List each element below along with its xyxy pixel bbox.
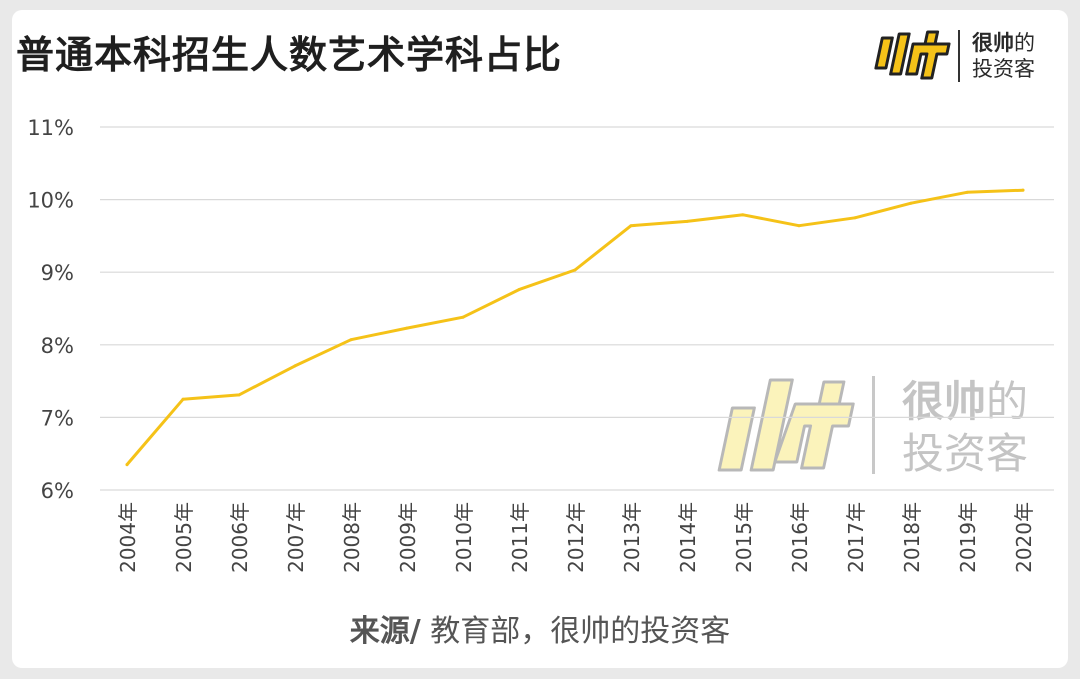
data-point <box>1021 188 1025 192</box>
source-note: 来源/ 教育部，很帅的投资客 <box>0 606 1080 650</box>
svg-text:投资客: 投资客 <box>902 429 1028 478</box>
chart-card <box>12 10 1068 668</box>
data-point <box>853 216 857 220</box>
x-tick-label: 2008年 <box>340 502 364 573</box>
data-point <box>517 288 521 292</box>
data-point <box>909 201 913 205</box>
data-point <box>741 213 745 217</box>
x-tick-label: 2007年 <box>284 502 308 573</box>
svg-text:很帅的: 很帅的 <box>902 377 1028 426</box>
y-tick-label: 10% <box>27 189 74 213</box>
source-text: 教育部，很帅的投资客 <box>420 614 731 649</box>
data-point <box>685 219 689 223</box>
x-tick-label: 2006年 <box>228 502 252 573</box>
y-tick-label: 9% <box>41 261 74 285</box>
y-tick-label: 8% <box>41 334 74 358</box>
brand-name-bold: 很帅 <box>972 31 1014 55</box>
chart-title: 普通本科招生人数艺术学科占比 <box>16 33 563 77</box>
data-point <box>125 463 129 467</box>
brand-logo-icon <box>874 30 951 80</box>
y-tick-label: 11% <box>27 116 74 140</box>
brand-name-line2: 投资客 <box>972 57 1035 81</box>
data-point <box>237 393 241 397</box>
x-tick-label: 2011年 <box>508 502 532 573</box>
brand-separator <box>958 30 960 82</box>
x-tick-label: 2005年 <box>172 502 196 573</box>
data-point <box>965 190 969 194</box>
data-point <box>349 338 353 342</box>
line-chart: 很帅的 投资客 6% 7% 8% 9% 10% 11% 2004年 2005年 2006年 20… <box>27 116 1054 573</box>
x-tick-label: 2014年 <box>676 502 700 573</box>
watermark-logo-icon: 很帅的 投资客 <box>717 376 1028 478</box>
x-tick-label: 2017年 <box>844 502 868 573</box>
data-point <box>293 364 297 368</box>
x-tick-label: 2016年 <box>788 502 812 573</box>
brand-name: 很帅的 投资客 <box>972 30 1035 82</box>
data-point <box>181 397 185 401</box>
data-point <box>405 326 409 330</box>
x-tick-label: 2015年 <box>732 502 756 573</box>
y-tick-label: 6% <box>41 479 74 503</box>
data-point <box>629 224 633 228</box>
data-point <box>797 224 801 228</box>
x-tick-label: 2010年 <box>452 502 476 573</box>
brand-name-rest: 的 <box>1014 31 1035 55</box>
x-tick-label: 2013年 <box>620 502 644 573</box>
series-line <box>125 188 1025 467</box>
source-label: 来源/ <box>349 614 421 649</box>
data-point <box>573 268 577 272</box>
y-tick-label: 7% <box>41 406 74 430</box>
x-tick-label: 2020年 <box>1012 502 1036 573</box>
x-tick-label: 2004年 <box>116 502 140 573</box>
x-tick-label: 2019年 <box>956 502 980 573</box>
x-tick-label: 2009年 <box>396 502 420 573</box>
x-tick-label: 2012年 <box>564 502 588 573</box>
data-point <box>461 315 465 319</box>
x-tick-label: 2018年 <box>900 502 924 573</box>
